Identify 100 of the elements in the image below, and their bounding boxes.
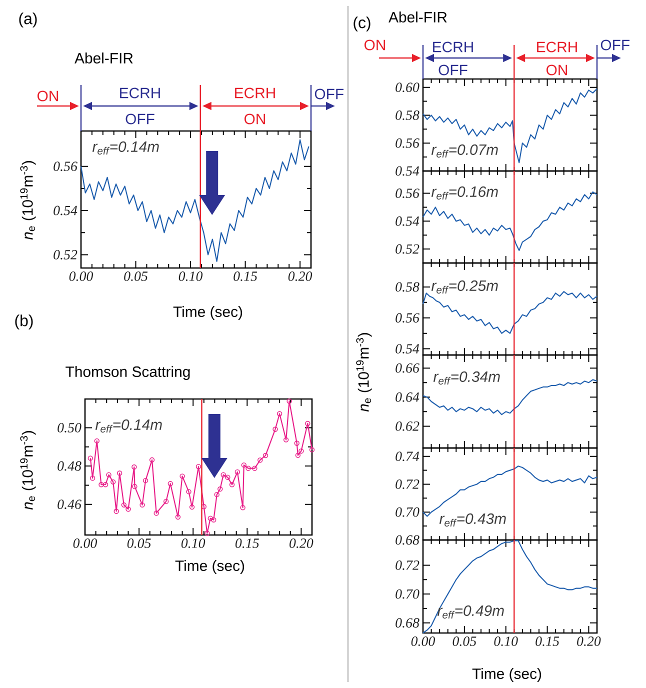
x-tick-label: 0.20 — [577, 636, 601, 646]
text: ECRH — [120, 88, 160, 98]
x-tick-label: 0.20 — [288, 272, 312, 281]
annotation: r$_{eff}$=0.14m — [92, 141, 159, 155]
point — [121, 502, 127, 508]
y-tick-label: 0.68 — [396, 618, 420, 628]
point — [154, 510, 159, 516]
annotation: r$_{eff}$=0.43m — [439, 513, 506, 527]
text: ON — [37, 90, 58, 102]
y-tick-label: 0.58 — [396, 282, 420, 292]
point — [175, 514, 181, 520]
point — [283, 437, 289, 442]
y-tick-label: 0.64 — [396, 392, 420, 402]
annotation: r$_{eff}$=0.25m — [431, 280, 498, 294]
annotation: r$_{eff}$=0.07m — [431, 144, 498, 158]
y-tick-label: 0.60 — [396, 82, 420, 92]
point — [298, 448, 304, 454]
point — [110, 479, 116, 485]
text: ON — [364, 40, 385, 50]
point — [218, 486, 223, 492]
y-tick-label: 0.66 — [396, 363, 420, 373]
point — [168, 481, 173, 486]
point — [214, 492, 220, 498]
point — [276, 411, 282, 416]
x-tick-label: 0.15 — [234, 272, 258, 281]
point — [246, 466, 251, 471]
y-axis-title: n$_{e}$ (10$^{19}$m$^{-3}$) — [356, 333, 372, 412]
y-tick-label: 0.50 — [58, 422, 82, 432]
y-tick-label: 0.62 — [396, 421, 420, 431]
annotation: r$_{eff}$=0.14m — [95, 419, 162, 433]
chart-title: Thomson Scattring — [66, 366, 190, 380]
text: ECRH — [537, 42, 577, 52]
x-tick-label: 0.00 — [411, 636, 436, 646]
y-tick-label: 0.58 — [396, 110, 420, 120]
point — [132, 484, 138, 490]
point — [294, 440, 300, 446]
x-axis-title: Time (sec) — [472, 668, 542, 682]
y-tick-label: 0.72 — [396, 479, 420, 489]
text: OFF — [600, 40, 630, 50]
point — [90, 476, 96, 481]
point — [163, 498, 169, 504]
x-tick-label: 0.00 — [73, 538, 98, 548]
text: ECRH — [235, 88, 275, 98]
point — [286, 398, 292, 404]
annotation: r$_{eff}$=0.49m — [437, 605, 504, 619]
point — [106, 472, 112, 478]
x-tick-label: 0.05 — [124, 272, 148, 281]
x-axis-title: Time (sec) — [173, 306, 242, 320]
point — [295, 452, 301, 458]
point — [126, 506, 131, 512]
x-tick-label: 0.10 — [494, 636, 518, 646]
point — [229, 482, 235, 488]
x-tick-label: 0.15 — [536, 636, 560, 646]
point — [149, 457, 155, 463]
x-tick-label: 0.20 — [290, 538, 314, 548]
x-tick-label: 0.10 — [178, 272, 203, 281]
y-tick-label: 0.54 — [396, 344, 420, 354]
y-tick-label: 0.74 — [396, 452, 420, 462]
x-axis-title: Time (sec) — [175, 560, 244, 574]
annotation: r$_{eff}$=0.16m — [431, 186, 498, 200]
y-tick-label: 0.56 — [396, 313, 420, 323]
y-tick-label: 0.52 — [54, 250, 78, 260]
x-tick-label: 0.15 — [235, 538, 259, 548]
chart-title: Abel-FIR — [74, 52, 133, 64]
x-tick-label: 0.05 — [452, 636, 476, 646]
text: (c) — [354, 16, 370, 32]
text: ON — [244, 114, 265, 124]
point — [189, 504, 195, 510]
point — [98, 482, 104, 488]
point — [140, 502, 145, 508]
text: ECRH — [433, 42, 473, 52]
y-tick-label: 0.56 — [54, 162, 78, 172]
y-tick-label: 0.72 — [396, 560, 420, 570]
y-tick-label: 0.48 — [58, 461, 82, 471]
point — [272, 426, 278, 432]
y-axis-title: n$_{e}$ (10$^{19}$m$^{-3}$) — [20, 431, 36, 510]
point — [186, 489, 192, 494]
x-tick-label: 0.00 — [69, 272, 94, 281]
y-tick-label: 0.56 — [396, 138, 420, 148]
y-tick-label: 0.70 — [396, 507, 420, 517]
point — [142, 478, 148, 484]
point — [220, 472, 226, 478]
point — [225, 474, 230, 480]
y-tick-label: 0.68 — [396, 535, 420, 545]
y-tick-label: 0.52 — [396, 244, 420, 254]
point — [240, 505, 246, 510]
y-tick-label: 0.54 — [54, 206, 78, 216]
text: OFF — [126, 114, 154, 124]
point — [132, 464, 137, 470]
y-tick-label: 0.54 — [396, 216, 420, 226]
text: ON — [546, 64, 567, 76]
point — [180, 474, 185, 479]
text: OFF — [314, 88, 344, 100]
text: (b) — [15, 314, 33, 330]
point — [208, 516, 213, 521]
point — [252, 466, 258, 471]
point — [116, 470, 122, 476]
chart-title: Abel-FIR — [388, 12, 447, 22]
x-tick-label: 0.10 — [181, 538, 206, 548]
y-tick-label: 0.46 — [58, 500, 82, 510]
